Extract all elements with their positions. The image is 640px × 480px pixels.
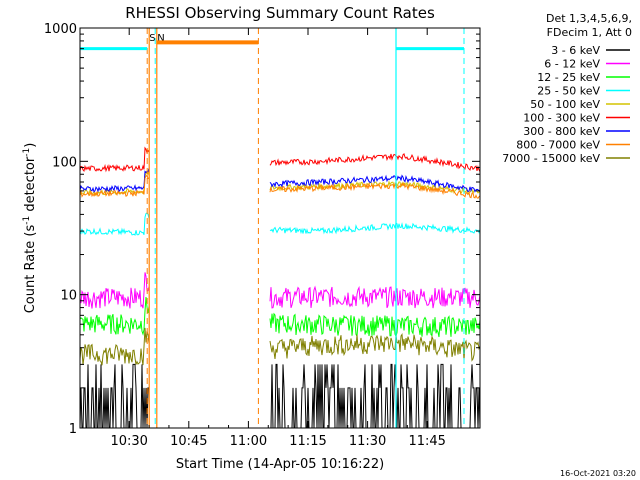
series-line	[79, 212, 150, 236]
legend-label: 800 - 7000 keV	[516, 139, 600, 152]
series-line	[79, 327, 150, 366]
legend-label: 7000 - 15000 keV	[502, 152, 600, 165]
series-line	[79, 168, 150, 193]
legend-label: 300 - 800 keV	[523, 125, 600, 138]
legend-label: 6 - 12 keV	[544, 58, 600, 71]
legend-label: 3 - 6 keV	[551, 44, 600, 57]
series-line	[269, 333, 481, 362]
series-line	[269, 285, 481, 309]
x-tick-label: 10:45	[170, 434, 207, 449]
y-axis-label: Count Rate (s-1 detector-1)	[22, 143, 38, 314]
y-tick-label: 1000	[44, 22, 77, 37]
legend: Det 1,3,4,5,6,9, FDecim 1, Att 0 3 - 6 k…	[502, 12, 632, 165]
series-line	[269, 312, 481, 338]
x-tick-label: 10:30	[110, 434, 147, 449]
series-line	[79, 146, 150, 173]
legend-label: 12 - 25 keV	[537, 71, 600, 84]
series-12-25-kev	[79, 296, 481, 338]
legend-label: 50 - 100 keV	[530, 98, 600, 111]
flag-label-s: S	[149, 33, 155, 44]
x-tick-label: 11:15	[289, 434, 326, 449]
chart-title: RHESSI Observing Summary Count Rates	[125, 4, 435, 22]
series-line	[269, 174, 481, 193]
plot-frame	[79, 27, 481, 429]
series-line	[79, 174, 150, 198]
x-axis-label: Start Time (14-Apr-05 10:16:22)	[176, 457, 384, 472]
series-line	[269, 153, 481, 172]
series-100-300-kev	[79, 146, 481, 173]
series-6-12-kev	[79, 272, 481, 309]
legend-label: 25 - 50 keV	[537, 85, 600, 98]
flag-label-n: N	[157, 33, 164, 44]
series-300-800-kev	[79, 168, 481, 193]
series-line	[269, 222, 481, 235]
y-tick-label: 1	[69, 422, 77, 437]
legend-label: 100 - 300 keV	[523, 112, 600, 125]
legend-header-line-1: Det 1,3,4,5,6,9,	[546, 12, 632, 25]
x-tick-label: 11:00	[230, 434, 267, 449]
series-line	[79, 296, 150, 336]
footer-timestamp: 16-Oct-2021 03:20	[560, 469, 636, 478]
x-tick-label: 11:45	[408, 434, 445, 449]
x-tick-label: 11:30	[349, 434, 386, 449]
series-7000-15000-kev	[79, 327, 481, 366]
series-25-50-kev	[79, 212, 481, 236]
series-line	[269, 182, 481, 199]
y-tick-label: 100	[52, 155, 77, 170]
series-800-7000-kev	[79, 174, 481, 199]
y-tick-label: 10	[60, 289, 77, 304]
series-line	[79, 272, 150, 309]
legend-header-line-2: FDecim 1, Att 0	[547, 26, 632, 39]
